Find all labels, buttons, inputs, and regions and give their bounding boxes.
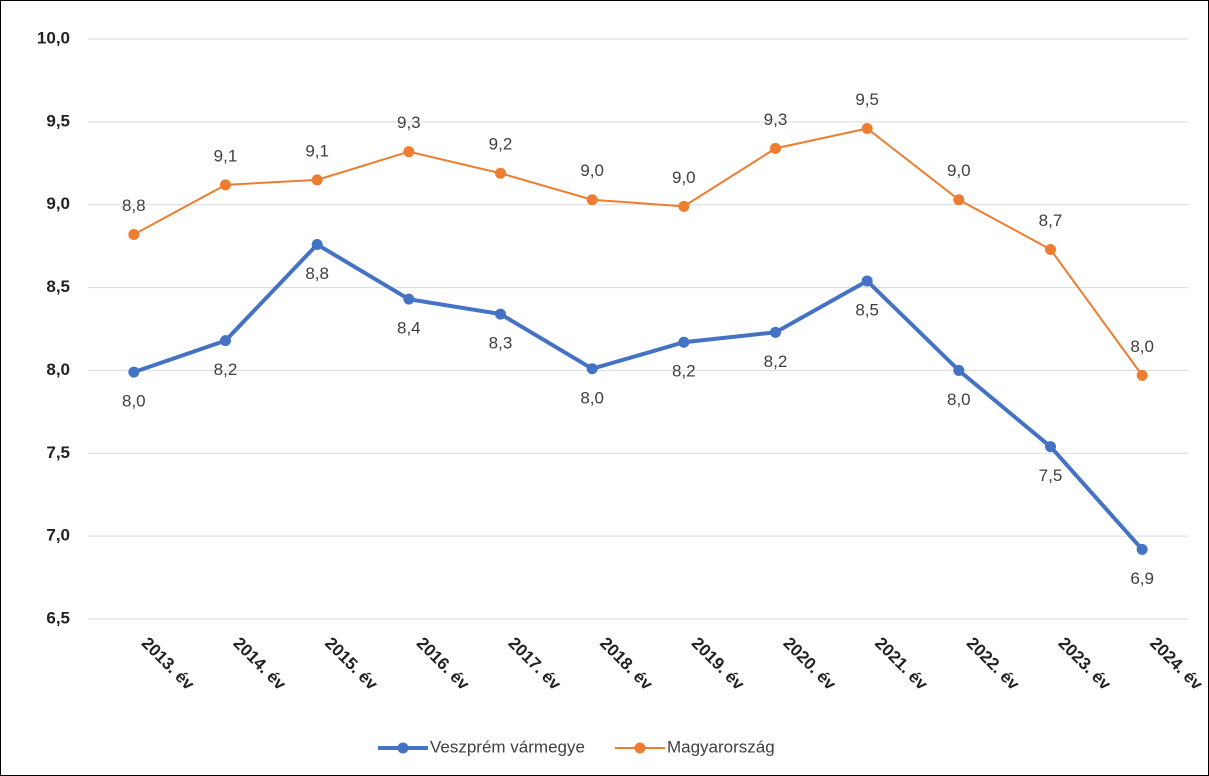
data-label: 8,0 bbox=[580, 388, 604, 407]
data-label: 9,3 bbox=[764, 110, 788, 129]
data-label: 8,2 bbox=[672, 362, 696, 381]
data-label: 9,5 bbox=[855, 90, 879, 109]
data-point bbox=[1045, 243, 1056, 255]
data-point bbox=[678, 200, 690, 212]
data-label: 8,7 bbox=[1039, 211, 1063, 230]
data-label: 8,2 bbox=[214, 360, 238, 379]
data-point bbox=[586, 194, 598, 206]
data-point bbox=[311, 238, 323, 250]
y-tick-label: 7,0 bbox=[46, 526, 70, 545]
data-label: 9,2 bbox=[489, 135, 513, 154]
data-label: 8,2 bbox=[764, 352, 788, 371]
data-point bbox=[128, 229, 140, 241]
y-tick-label: 9,5 bbox=[46, 111, 70, 130]
data-point bbox=[403, 293, 415, 305]
data-label: 8,8 bbox=[122, 196, 146, 215]
data-point bbox=[861, 122, 873, 134]
data-point bbox=[770, 326, 781, 338]
data-point bbox=[1136, 369, 1148, 381]
y-tick-label: 9,0 bbox=[46, 194, 70, 213]
data-label: 8,5 bbox=[855, 300, 879, 319]
data-point bbox=[678, 336, 690, 348]
data-point bbox=[220, 179, 231, 191]
data-point bbox=[495, 167, 506, 179]
y-tick-label: 8,5 bbox=[46, 277, 70, 296]
data-label: 9,1 bbox=[305, 141, 329, 160]
y-tick-label: 8,0 bbox=[46, 360, 70, 379]
data-label: 6,9 bbox=[1130, 569, 1154, 588]
data-point bbox=[953, 364, 965, 376]
data-label: 8,8 bbox=[305, 264, 329, 283]
data-label: 9,1 bbox=[214, 146, 238, 165]
legend-marker bbox=[634, 742, 646, 754]
legend-marker bbox=[397, 742, 409, 754]
data-point bbox=[586, 363, 598, 375]
y-tick-label: 10,0 bbox=[37, 28, 70, 47]
data-label: 8,0 bbox=[122, 392, 146, 411]
data-label: 7,5 bbox=[1039, 466, 1063, 485]
legend-label: Veszprém vármegye bbox=[430, 737, 585, 756]
data-label: 9,0 bbox=[672, 168, 696, 187]
data-point bbox=[1045, 441, 1056, 453]
data-label: 9,0 bbox=[947, 161, 971, 180]
data-label: 8,4 bbox=[397, 319, 421, 338]
series-line bbox=[133, 241, 1144, 551]
y-tick-label: 6,5 bbox=[46, 608, 70, 627]
y-tick-label: 7,5 bbox=[46, 443, 70, 462]
data-point bbox=[861, 275, 873, 287]
data-label: 9,0 bbox=[580, 161, 604, 180]
data-point bbox=[953, 194, 965, 206]
data-point bbox=[220, 335, 231, 347]
data-point bbox=[770, 142, 781, 154]
data-point bbox=[311, 174, 323, 186]
data-label: 8,0 bbox=[1130, 337, 1154, 356]
data-point bbox=[495, 308, 506, 320]
data-label: 8,0 bbox=[947, 390, 971, 409]
data-label: 8,3 bbox=[489, 334, 513, 353]
data-label: 9,3 bbox=[397, 113, 421, 132]
data-point bbox=[403, 146, 415, 158]
data-point bbox=[128, 366, 140, 378]
legend-label: Magyarország bbox=[667, 737, 775, 756]
series-line bbox=[133, 127, 1143, 376]
data-point bbox=[1136, 543, 1148, 555]
